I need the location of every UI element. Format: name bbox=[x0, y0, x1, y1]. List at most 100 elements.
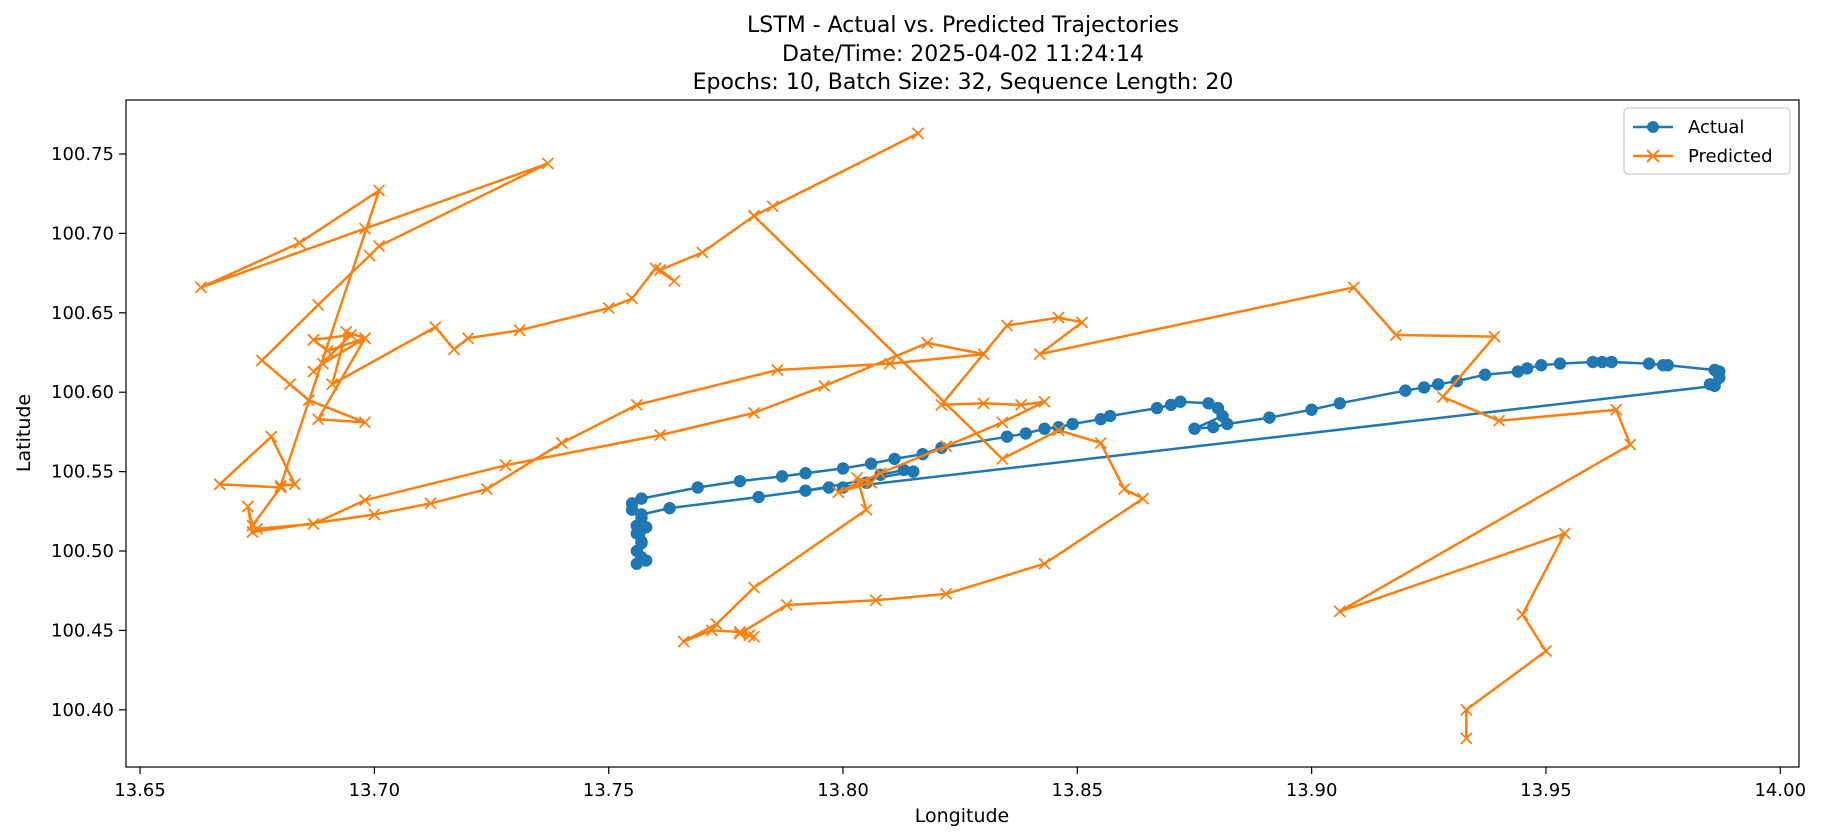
point-actual bbox=[1202, 397, 1215, 410]
point-actual bbox=[799, 484, 812, 497]
point-actual bbox=[888, 452, 901, 466]
point-predicted bbox=[307, 333, 320, 346]
point-actual bbox=[1164, 398, 1178, 412]
point-predicted bbox=[1488, 330, 1501, 343]
point-predicted bbox=[274, 481, 287, 494]
point-predicted bbox=[860, 503, 873, 516]
x-tick-label: 13.95 bbox=[1520, 780, 1572, 801]
legend-predicted-label: Predicted bbox=[1688, 146, 1773, 167]
point-predicted bbox=[696, 246, 709, 259]
point-actual bbox=[1019, 427, 1032, 440]
point-predicted bbox=[1460, 732, 1473, 745]
point-predicted bbox=[194, 281, 208, 294]
x-tick-label: 13.90 bbox=[1286, 780, 1338, 801]
point-predicted bbox=[677, 635, 690, 648]
x-tick-label: 13.80 bbox=[817, 780, 869, 801]
point-predicted bbox=[654, 428, 667, 442]
point-actual bbox=[1207, 420, 1220, 434]
point-predicted bbox=[368, 508, 381, 521]
point-predicted bbox=[864, 476, 878, 489]
point-predicted bbox=[935, 398, 948, 412]
point-predicted bbox=[883, 357, 896, 370]
point-predicted bbox=[705, 624, 718, 637]
point-predicted bbox=[874, 467, 887, 480]
point-predicted bbox=[1075, 316, 1089, 329]
point-actual bbox=[1708, 379, 1721, 393]
point-actual bbox=[635, 492, 648, 505]
point-actual bbox=[897, 463, 911, 477]
point-predicted bbox=[293, 236, 306, 250]
point-predicted bbox=[649, 262, 662, 275]
y-axis: 100.40 100.45 100.50 100.55 100.60 100.65 100.… bbox=[51, 144, 126, 721]
point-predicted bbox=[1539, 644, 1553, 658]
y-tick-label: 100.45 bbox=[51, 620, 114, 641]
x-tick-label: 13.75 bbox=[583, 780, 635, 801]
point-actual bbox=[630, 557, 644, 570]
point-predicted bbox=[1492, 414, 1506, 427]
point-actual bbox=[1535, 359, 1548, 372]
point-predicted bbox=[602, 301, 615, 315]
y-tick-label: 100.75 bbox=[51, 144, 114, 165]
point-actual bbox=[1586, 355, 1600, 369]
y-tick-label: 100.70 bbox=[51, 223, 114, 244]
point-predicted bbox=[555, 436, 568, 450]
point-predicted bbox=[288, 478, 301, 491]
plot-frame bbox=[125, 99, 1800, 768]
point-predicted bbox=[1333, 605, 1346, 618]
point-actual bbox=[1642, 357, 1656, 370]
y-tick-label: 100.55 bbox=[51, 462, 114, 483]
point-predicted bbox=[1038, 395, 1051, 408]
point-actual bbox=[1263, 411, 1276, 424]
point-predicted bbox=[499, 459, 512, 472]
x-tick-label: 14.00 bbox=[1754, 780, 1806, 801]
point-predicted bbox=[480, 482, 493, 496]
point-predicted bbox=[274, 479, 287, 493]
point-predicted bbox=[1436, 390, 1449, 404]
chart-subtitle-datetime: Date/Time: 2025-04-02 11:24:14 bbox=[782, 42, 1144, 67]
series-predicted bbox=[194, 127, 1637, 745]
point-predicted bbox=[939, 587, 953, 601]
y-tick-label: 100.65 bbox=[51, 303, 114, 324]
x-tick-label: 13.85 bbox=[1052, 780, 1104, 801]
point-predicted bbox=[939, 440, 953, 453]
x-axis-label: Longitude bbox=[915, 805, 1010, 827]
point-predicted bbox=[869, 594, 882, 607]
point-actual bbox=[1399, 384, 1412, 397]
point-predicted bbox=[1118, 482, 1131, 496]
point-actual bbox=[1431, 378, 1445, 391]
point-predicted bbox=[424, 497, 437, 510]
point-actual bbox=[1150, 401, 1164, 415]
point-predicted bbox=[996, 416, 1009, 429]
point-actual bbox=[1605, 355, 1618, 369]
point-predicted bbox=[358, 416, 372, 429]
point-actual bbox=[1661, 359, 1674, 372]
point-predicted bbox=[818, 379, 831, 392]
point-predicted bbox=[780, 598, 793, 612]
point-predicted bbox=[283, 378, 297, 391]
point-actual bbox=[1595, 355, 1609, 369]
point-predicted bbox=[733, 625, 747, 639]
point-predicted bbox=[429, 320, 442, 334]
point-predicted bbox=[251, 522, 264, 535]
point-actual bbox=[1188, 422, 1201, 435]
point-actual bbox=[733, 474, 747, 488]
point-actual bbox=[822, 481, 836, 494]
point-actual bbox=[663, 501, 676, 515]
y-tick-label: 100.60 bbox=[51, 382, 114, 403]
point-actual bbox=[1511, 365, 1525, 378]
legend: Actual Predicted bbox=[1623, 107, 1791, 175]
point-actual bbox=[1520, 362, 1534, 375]
point-actual bbox=[1333, 397, 1346, 410]
point-predicted bbox=[766, 200, 779, 213]
point-predicted bbox=[911, 127, 925, 140]
point-predicted bbox=[921, 336, 934, 350]
point-actual bbox=[1038, 422, 1051, 435]
point-predicted bbox=[241, 500, 254, 513]
point-predicted bbox=[630, 398, 643, 412]
x-tick-label: 13.65 bbox=[114, 780, 166, 801]
legend-actual-marker bbox=[1647, 121, 1659, 133]
point-predicted bbox=[1033, 347, 1046, 361]
point-predicted bbox=[1347, 281, 1360, 294]
point-predicted bbox=[1516, 608, 1529, 621]
point-predicted bbox=[733, 627, 747, 640]
